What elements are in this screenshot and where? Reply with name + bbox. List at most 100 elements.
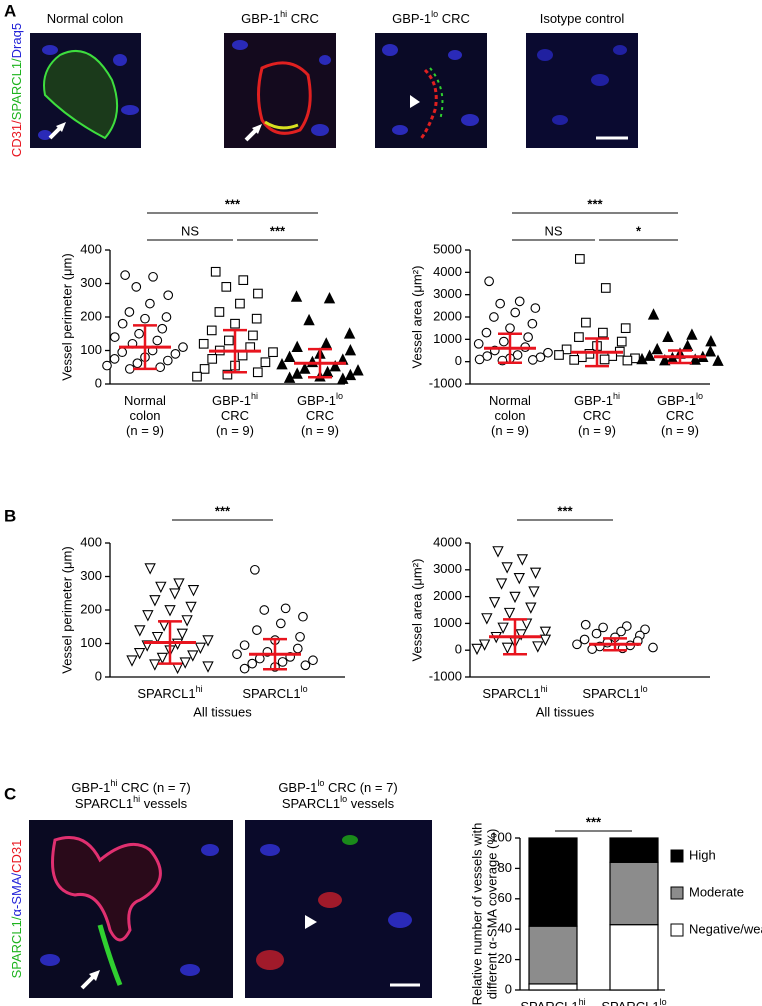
y-tick-label: -1000 xyxy=(429,375,462,390)
y-tick-label: 2000 xyxy=(433,588,462,603)
data-point xyxy=(320,337,332,349)
legend-swatch xyxy=(670,886,684,900)
text-segment: SPARCL1 xyxy=(601,999,659,1006)
legend-swatch xyxy=(670,849,684,863)
data-point xyxy=(516,554,529,566)
image-caption: Normal colon xyxy=(47,11,124,26)
x-tick-label: CRC xyxy=(306,408,334,423)
data-point xyxy=(268,347,278,358)
y-axis-label: Relative number of vessels with xyxy=(469,823,484,1006)
data-point xyxy=(133,648,146,660)
x-axis-label: All tissues xyxy=(536,704,595,719)
panel-label: C xyxy=(4,784,16,803)
data-point xyxy=(498,336,509,347)
text-segment: SPARCL1 xyxy=(137,686,195,701)
significance-label: *** xyxy=(586,814,602,829)
bar-segment xyxy=(528,925,578,985)
data-point xyxy=(554,350,564,360)
text-segment: SPARCL1 xyxy=(482,686,540,701)
y-tick-label: 40 xyxy=(498,921,512,936)
data-point xyxy=(232,649,242,660)
y-axis-label: Vessel perimeter (μm) xyxy=(59,253,74,380)
data-point xyxy=(580,619,591,630)
data-point xyxy=(308,655,318,666)
data-point xyxy=(239,640,250,651)
x-tick-label: CRC xyxy=(221,408,249,423)
data-point xyxy=(260,357,271,368)
text-segment: α-SMA/ xyxy=(9,872,24,916)
text-segment: SPARCL1 xyxy=(75,796,133,811)
data-point xyxy=(290,290,303,302)
y-tick-label: 100 xyxy=(80,635,102,650)
data-point xyxy=(523,332,533,342)
data-point xyxy=(344,368,357,381)
data-point xyxy=(187,650,199,662)
y-tick-label: 20 xyxy=(498,951,512,966)
data-point xyxy=(481,613,493,625)
x-tick-label: (n = 9) xyxy=(126,423,164,438)
data-point xyxy=(598,622,608,633)
y-tick-label: 5000 xyxy=(433,241,462,256)
data-point xyxy=(530,303,541,313)
micrograph xyxy=(375,33,487,148)
data-point xyxy=(251,313,262,324)
data-point xyxy=(662,330,674,342)
data-point xyxy=(488,597,501,609)
y-tick-label: 4000 xyxy=(433,264,462,279)
y-tick-label: 4000 xyxy=(433,534,462,549)
data-point xyxy=(501,642,514,655)
data-point xyxy=(134,328,144,339)
text-segment: GBP-1 xyxy=(657,393,696,408)
data-point xyxy=(126,655,138,667)
text-segment: colon xyxy=(129,408,160,423)
x-tick-label: SPARCL1lo xyxy=(242,684,307,701)
data-point xyxy=(235,298,245,309)
text-segment: GBP-1 xyxy=(71,780,110,795)
image-caption: GBP-1hi CRC xyxy=(241,9,319,26)
y-tick-label: 200 xyxy=(80,308,102,323)
text-segment: CRC (n = 7) xyxy=(117,780,190,795)
data-point xyxy=(277,657,288,667)
text-segment: CD31 xyxy=(9,840,24,873)
data-point xyxy=(681,339,694,351)
data-point xyxy=(259,605,270,615)
x-tick-label: Normal xyxy=(489,393,531,408)
data-point xyxy=(473,338,484,349)
y-tick-label: 0 xyxy=(455,642,462,657)
data-point xyxy=(161,312,172,322)
text-segment: lo xyxy=(340,794,347,804)
data-point xyxy=(155,362,166,373)
y-tick-label: 60 xyxy=(498,890,512,905)
x-tick-label: Normal xyxy=(124,393,166,408)
image-caption: Isotype control xyxy=(540,11,625,26)
data-point xyxy=(224,335,234,346)
data-point xyxy=(704,345,717,357)
x-tick-label: SPARCL1lo xyxy=(601,997,666,1006)
legend-label: Negative/weak xyxy=(689,921,762,936)
data-point xyxy=(206,325,217,336)
data-point xyxy=(527,318,538,329)
bar-segment xyxy=(528,837,578,927)
text-segment: lo xyxy=(317,778,324,788)
legend-label: High xyxy=(689,847,716,862)
text-segment: (n = 9) xyxy=(126,423,164,438)
y-tick-label: 3000 xyxy=(433,561,462,576)
text-segment: lo xyxy=(660,997,667,1006)
text-segment: Normal xyxy=(124,393,166,408)
text-segment: (n = 9) xyxy=(216,423,254,438)
y-axis-label: different α-SMA coverage (%) xyxy=(484,829,499,1000)
y-tick-label: 1000 xyxy=(433,331,462,346)
image-caption: SPARCL1hi vessels xyxy=(75,794,188,811)
bar-segment xyxy=(609,924,659,991)
data-point xyxy=(509,591,521,604)
y-tick-label: 100 xyxy=(80,342,102,357)
data-point xyxy=(705,335,717,347)
bar-segment xyxy=(528,983,578,991)
data-point xyxy=(291,367,303,379)
x-tick-label: (n = 9) xyxy=(661,423,699,438)
data-point xyxy=(478,639,491,651)
panel-label: A xyxy=(4,1,16,20)
data-point xyxy=(291,340,303,352)
data-point xyxy=(581,317,591,328)
